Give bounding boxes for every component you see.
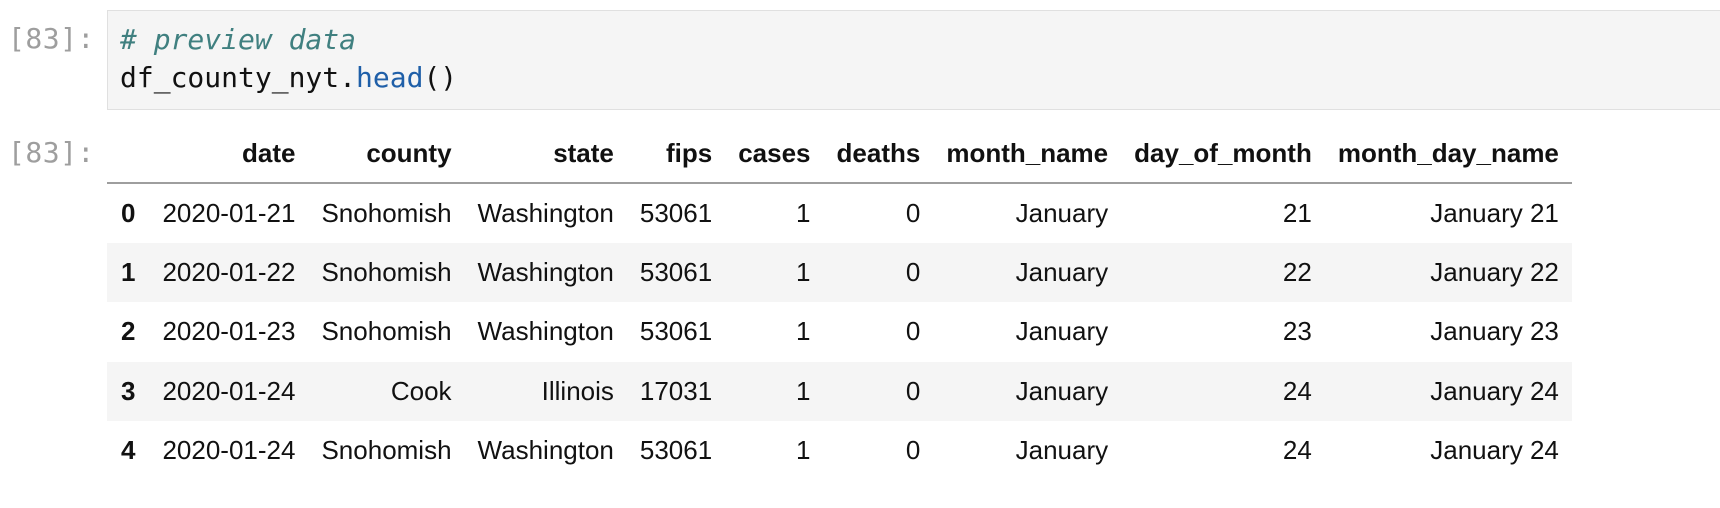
table-cell: 0 xyxy=(905,375,921,406)
table-cell: January xyxy=(1015,256,1109,287)
code-comment: # preview data xyxy=(120,23,357,56)
code-line-2: df_county_nyt.head() xyxy=(120,61,457,94)
column-header-month-name: month_name xyxy=(933,124,1122,184)
table-cell: 1 xyxy=(796,435,811,466)
code-line-1: # preview data xyxy=(120,23,356,56)
table-cell: 22 xyxy=(1282,256,1312,287)
table-cell: 0 xyxy=(905,435,921,466)
table-cell: 0 xyxy=(905,197,921,228)
table-cell: 0 xyxy=(905,256,921,287)
column-header-deaths: deaths xyxy=(823,124,934,184)
column-header-day-of-month: day_of_month xyxy=(1121,124,1325,184)
dataframe-table: date county state fips cases deaths mont… xyxy=(107,124,1572,481)
column-header-state: state xyxy=(464,124,627,184)
table-cell: January 21 xyxy=(1430,197,1559,228)
column-header-county: county xyxy=(308,124,465,184)
code-object: df_county_nyt. xyxy=(120,61,357,94)
code-call-parens: () xyxy=(423,61,458,94)
table-cell: 53061 xyxy=(639,435,713,466)
table-cell: 24 xyxy=(1282,375,1312,406)
index-header xyxy=(107,124,150,184)
code-input-cell[interactable]: [83]: # preview data df_county_nyt.head(… xyxy=(0,0,1720,112)
column-header-month-day-name: month_day_name xyxy=(1324,124,1572,184)
table-row: 1 2020-01-22 Snohomish Washington 53061 … xyxy=(107,242,1572,302)
code-method: head xyxy=(356,61,424,94)
table-cell: 2020-01-21 xyxy=(162,197,296,228)
output-cell: [83]: date county state fips cases death… xyxy=(0,112,1720,508)
table-cell: 53061 xyxy=(639,197,713,228)
table-cell: 53061 xyxy=(639,316,713,347)
table-cell: 17031 xyxy=(639,375,713,406)
table-cell: Washington xyxy=(477,316,614,347)
input-prompt: [83]: xyxy=(8,22,95,55)
table-cell: Washington xyxy=(477,435,614,466)
table-header-row: date county state fips cases deaths mont… xyxy=(107,124,1572,184)
table-cell: 21 xyxy=(1282,197,1312,228)
table-row: 3 2020-01-24 Cook Illinois 17031 1 0 Jan… xyxy=(107,361,1572,421)
table-cell: 0 xyxy=(905,316,921,347)
table-cell: January 24 xyxy=(1430,375,1559,406)
table-cell: January xyxy=(1015,316,1109,347)
table-cell: 53061 xyxy=(639,256,713,287)
table-cell: Cook xyxy=(390,375,452,406)
table-cell: January 24 xyxy=(1430,435,1559,466)
table-row: 0 2020-01-21 Snohomish Washington 53061 … xyxy=(107,183,1572,243)
row-index: 0 xyxy=(121,197,136,228)
row-index: 4 xyxy=(121,435,136,466)
table-cell: 24 xyxy=(1282,435,1312,466)
table-cell: 1 xyxy=(796,197,811,228)
table-cell: 2020-01-23 xyxy=(162,316,296,347)
column-header-fips: fips xyxy=(626,124,726,184)
table-cell: Washington xyxy=(477,197,614,228)
table-cell: Snohomish xyxy=(321,197,452,228)
table-row: 2 2020-01-23 Snohomish Washington 53061 … xyxy=(107,302,1572,362)
table-cell: Snohomish xyxy=(321,316,452,347)
table-cell: 1 xyxy=(796,316,811,347)
table-cell: 23 xyxy=(1282,316,1312,347)
table-cell: January xyxy=(1015,435,1109,466)
table-cell: January 23 xyxy=(1430,316,1559,347)
table-cell: January xyxy=(1015,197,1109,228)
table-cell: Illinois xyxy=(541,375,614,406)
table-cell: 1 xyxy=(796,256,811,287)
column-header-date: date xyxy=(149,124,309,184)
table-cell: 2020-01-22 xyxy=(162,256,296,287)
column-header-cases: cases xyxy=(725,124,824,184)
table-cell: 2020-01-24 xyxy=(162,375,296,406)
code-editor[interactable]: # preview data df_county_nyt.head() xyxy=(107,10,1720,110)
table-cell: Washington xyxy=(477,256,614,287)
table-cell: 1 xyxy=(796,375,811,406)
row-index: 3 xyxy=(121,375,136,406)
table-row: 4 2020-01-24 Snohomish Washington 53061 … xyxy=(107,421,1572,481)
table-cell: January xyxy=(1015,375,1109,406)
row-index: 1 xyxy=(121,256,136,287)
table-cell: 2020-01-24 xyxy=(162,435,296,466)
table-cell: Snohomish xyxy=(321,435,452,466)
table-cell: Snohomish xyxy=(321,256,452,287)
output-prompt: [83]: xyxy=(8,136,95,169)
table-cell: January 22 xyxy=(1430,256,1559,287)
row-index: 2 xyxy=(121,316,136,347)
